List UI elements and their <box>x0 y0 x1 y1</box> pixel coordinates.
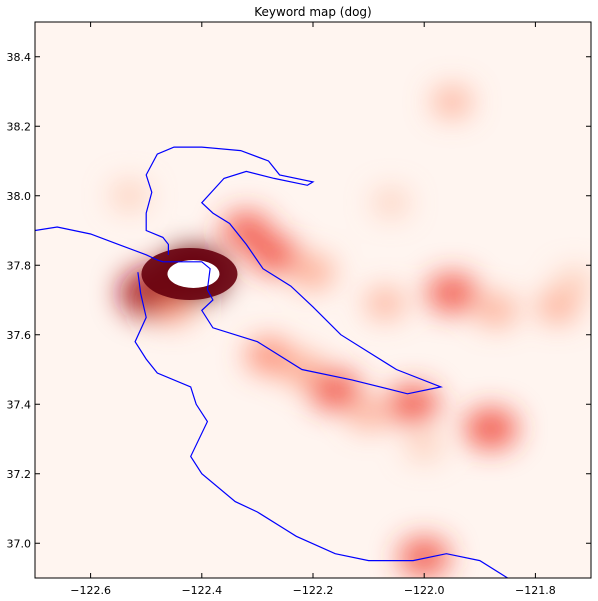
heatmap-hotspot <box>387 384 439 424</box>
coastline-layer <box>35 146 508 578</box>
heatmap-hotspot <box>426 273 478 313</box>
heatmap-hotspot <box>431 86 473 118</box>
y-tick-label: 38.4 <box>7 51 32 64</box>
x-tick-label: −122.2 <box>293 584 334 597</box>
y-tick-label: 37.2 <box>7 468 32 481</box>
y-tick-label: 37.8 <box>7 259 32 272</box>
x-tick-label: −122.4 <box>181 584 222 597</box>
x-tick-label: −122.0 <box>404 584 445 597</box>
x-tick-label: −121.8 <box>515 584 556 597</box>
heatmap-hotspot <box>348 399 389 431</box>
y-tick-label: 38.2 <box>7 120 32 133</box>
y-axis-ticks: 37.0 37.2 37.4 37.6 37.8 38.0 38.2 38.4 <box>7 51 591 550</box>
heatmap-hotspot <box>475 294 518 327</box>
coastline-bay <box>35 146 444 395</box>
heatmap-hotspot <box>404 431 444 461</box>
heatmap-hotspot <box>536 290 579 324</box>
heatmap-hotspot <box>110 180 149 211</box>
y-tick-label: 37.6 <box>7 329 32 342</box>
heatmap-hotspot <box>245 338 292 374</box>
y-tick-label: 37.4 <box>7 398 32 411</box>
heatmap-hotspot <box>372 188 410 217</box>
heatmap-hotspot <box>365 287 406 319</box>
heatmap-hotspot <box>221 211 271 250</box>
x-axis-ticks: −122.6 −122.4 −122.2 −122.0 −121.8 <box>70 22 556 597</box>
heatmap-hotspot <box>309 370 361 411</box>
x-tick-label: −122.6 <box>70 584 111 597</box>
heatmap-hotspot <box>398 537 450 577</box>
heatmap-hotspot <box>555 267 591 298</box>
heatmap-hotspot <box>291 255 335 290</box>
chart-title: Keyword map (dog) <box>254 5 371 19</box>
y-tick-label: 38.0 <box>7 190 32 203</box>
heatmap-hotspot <box>249 235 299 274</box>
y-tick-label: 37.0 <box>7 537 32 550</box>
peak-core <box>167 259 220 288</box>
heatmap-peak-layer <box>141 247 238 300</box>
coastline-peninsula <box>134 272 508 578</box>
heatmap-hotspots <box>110 86 591 577</box>
plot-area <box>35 22 591 578</box>
heatmap-hotspot <box>464 408 518 449</box>
